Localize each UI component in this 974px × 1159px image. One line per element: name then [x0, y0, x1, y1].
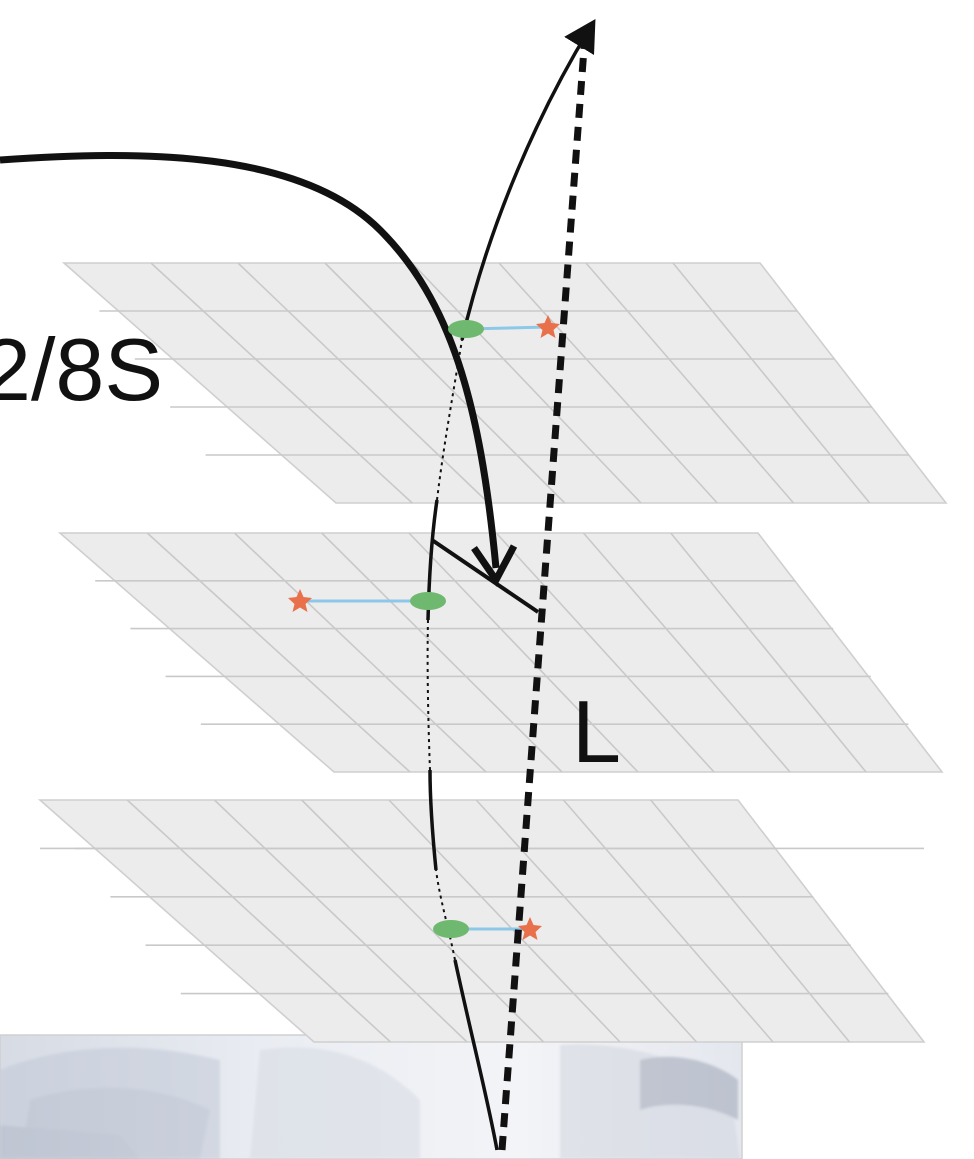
hit-dot-bottom: [433, 920, 469, 938]
truth-star-bottom: [518, 917, 542, 940]
track-segment-mid-dotted: [426, 619, 431, 771]
hit-markers: [410, 320, 484, 938]
straight-reference-line: [498, 34, 589, 1151]
truth-star-top: [536, 315, 560, 338]
angle-label: 2/8S: [0, 320, 163, 419]
track-segment-lower: [428, 769, 438, 871]
angle-arrow-head: [471, 544, 518, 587]
truth-star-middle: [288, 589, 312, 612]
background-detector-photo: [0, 1034, 743, 1159]
hit-dot-top: [448, 320, 484, 338]
detector-plane-middle: [57, 532, 944, 773]
track-segment-bottom: [453, 959, 499, 1151]
track-segment-top: [460, 19, 596, 341]
truth-markers: [288, 315, 560, 940]
distance-label: L: [572, 682, 621, 781]
angle-arrow: [0, 152, 500, 569]
hit-dot-middle: [410, 592, 446, 610]
detector-plane-top: [61, 262, 948, 504]
detector-plane-bottom: [37, 799, 926, 1043]
sagitta-marker: [430, 538, 540, 614]
